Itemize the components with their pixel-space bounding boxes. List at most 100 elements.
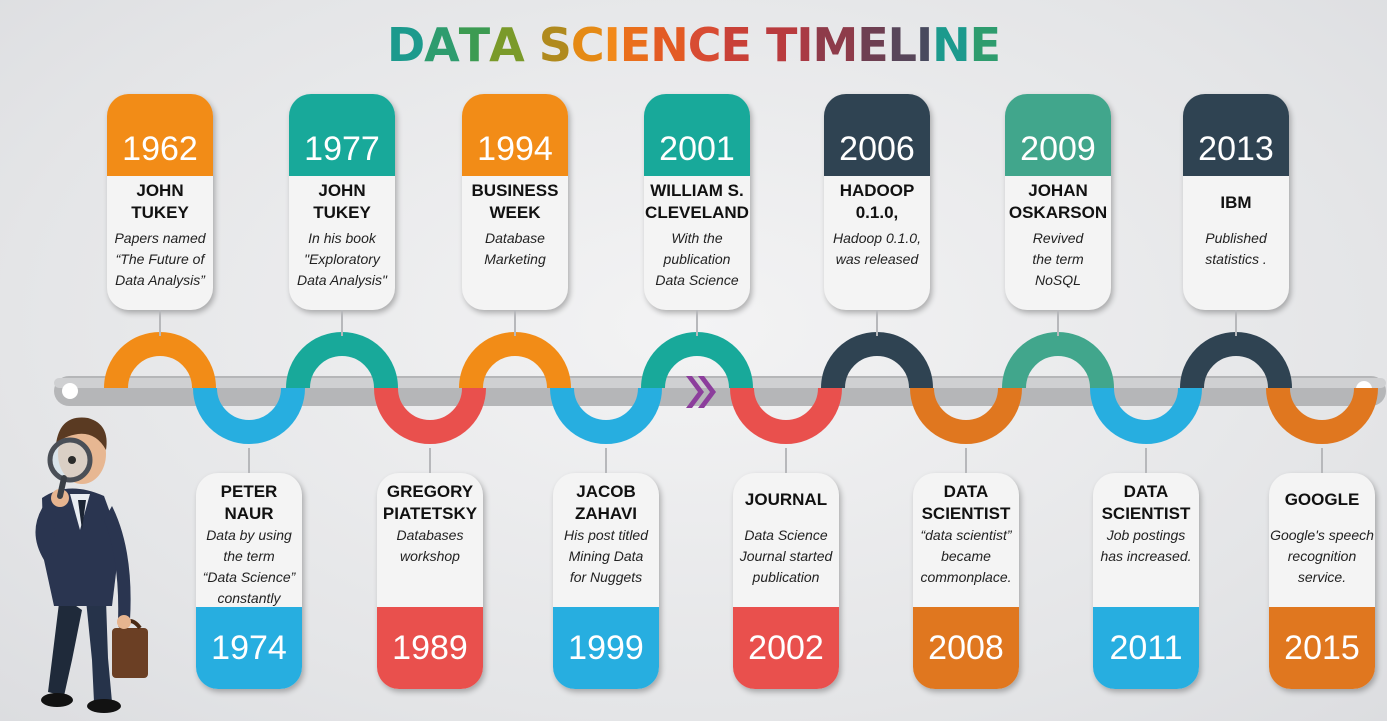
event-description-line: the term [1032, 251, 1084, 267]
timeline-arc-bottom [193, 387, 305, 444]
event-description-line: for Nuggets [569, 569, 643, 585]
event-heading: JOHAN OSKARSON [1005, 180, 1111, 224]
event-description-line: Data by using [206, 527, 292, 543]
event-heading-line: SCIENTIST [1101, 504, 1191, 523]
event-year: 2011 [1093, 607, 1199, 689]
event-description: Data Science Journal started publication [733, 525, 839, 588]
timeline-arc-top [821, 332, 933, 389]
event-heading-line: DATA [943, 482, 989, 501]
event-year: 1974 [196, 607, 302, 689]
event-heading: WILLIAM S. CLEVELAND [644, 180, 750, 224]
event-card: 1999 JACOB ZAHAVI His post titled Mining Dat… [553, 473, 659, 689]
event-description: Google's speech recognition service. [1269, 525, 1375, 588]
timeline-arc-top [459, 332, 571, 389]
event-heading-line: GOOGLE [1284, 490, 1360, 509]
event-description-line: Published [1205, 230, 1267, 246]
event-connector [1321, 448, 1323, 473]
event-card: 1977 JOHN TUKEY In his book "Exploratory Data… [289, 94, 395, 310]
timeline-arc-bottom [374, 387, 486, 444]
event-description-line: "Exploratory [304, 251, 380, 267]
event-heading: JOHN TUKEY [107, 180, 213, 224]
event-description: “data scientist” became commonplace. [913, 525, 1019, 588]
event-description-line: Hadoop 0.1.0, [833, 230, 921, 246]
event-heading-line: TUKEY [131, 203, 189, 222]
event-description-line: With the [671, 230, 723, 246]
event-description-line: His post titled [563, 527, 649, 543]
event-card: 1974 PETER NAUR Data by using the term “Data … [196, 473, 302, 689]
event-heading: PETER NAUR [196, 481, 302, 525]
event-connector [514, 310, 516, 336]
event-description-line: was released [835, 251, 919, 267]
event-card: 2006 HADOOP 0.1.0, Hadoop 0.1.0, was release… [824, 94, 930, 310]
event-description: Published statistics . [1183, 228, 1289, 270]
event-year: 1999 [553, 607, 659, 689]
event-heading-line: JOHAN [1028, 181, 1088, 200]
event-description: Job postings has increased. [1093, 525, 1199, 567]
event-description-line: Papers named [114, 230, 206, 246]
event-heading-line: PETER [220, 482, 278, 501]
event-connector [248, 448, 250, 473]
event-description: Hadoop 0.1.0, was released [824, 228, 930, 270]
event-heading-line: OSKARSON [1008, 203, 1108, 222]
businessman-with-magnifier-illustration [8, 410, 158, 720]
event-connector [341, 310, 343, 336]
event-year: 2001 [644, 94, 750, 176]
event-heading-line: ZAHAVI [574, 504, 637, 523]
title-word: TIMELINE [765, 18, 1001, 72]
event-card: 2009 JOHAN OSKARSON Revived the term NoSQL [1005, 94, 1111, 310]
event-description-line: became [941, 548, 991, 564]
arrow-chevron-icon [686, 376, 704, 408]
timeline-arc-top [104, 332, 216, 389]
event-heading: JOHN TUKEY [289, 180, 395, 224]
event-heading: IBM [1183, 192, 1289, 214]
event-heading-line: DATA [1123, 482, 1169, 501]
event-year: 1989 [377, 607, 483, 689]
event-description-line: statistics . [1205, 251, 1267, 267]
event-connector [696, 310, 698, 336]
event-heading-line: HADOOP [839, 181, 915, 200]
timeline-start-dot [62, 383, 78, 399]
event-year: 2008 [913, 607, 1019, 689]
event-connector [1057, 310, 1059, 336]
event-card: 2013 IBM Published statistics . [1183, 94, 1289, 310]
event-heading-line: TUKEY [313, 203, 371, 222]
event-description-line: Mining Data [568, 548, 644, 564]
event-heading-line: WILLIAM S. [650, 181, 744, 200]
timeline-arc-bottom [1266, 387, 1378, 444]
event-year: 2015 [1269, 607, 1375, 689]
event-description-line: publication [752, 569, 820, 585]
timeline-arc-top [641, 332, 753, 389]
event-heading: JACOB ZAHAVI [553, 481, 659, 525]
event-description-line: commonplace. [920, 569, 1012, 585]
event-description-line: “The Future of [115, 251, 205, 267]
event-heading-line: GREGORY [386, 482, 474, 501]
timeline-arc-top [1180, 332, 1292, 389]
event-description: Papers named “The Future of Data Analysis” [107, 228, 213, 291]
event-description-line: Marketing [484, 251, 546, 267]
title-word: SCIENCE [538, 18, 752, 72]
event-description-line: Revived [1032, 230, 1084, 246]
event-description-line: service. [1297, 569, 1347, 585]
event-description-line: Data Analysis" [296, 272, 388, 288]
event-connector [785, 448, 787, 473]
event-connector [876, 310, 878, 336]
event-description-line: NoSQL [1035, 272, 1081, 288]
event-card: 1962 JOHN TUKEY Papers named “The Future of D… [107, 94, 213, 310]
event-heading-line: JOHN [136, 181, 184, 200]
event-description-line: In his book [308, 230, 376, 246]
event-year: 2009 [1005, 94, 1111, 176]
event-connector [159, 310, 161, 336]
event-year: 2002 [733, 607, 839, 689]
event-description-line: recognition [1287, 548, 1357, 564]
event-year: 1962 [107, 94, 213, 176]
event-heading: JOURNAL [733, 489, 839, 511]
event-heading-line: BUSINESS [471, 181, 559, 200]
event-card: 1989 GREGORY PIATETSKY Databases workshop [377, 473, 483, 689]
timeline-arc-bottom [550, 387, 662, 444]
event-connector [965, 448, 967, 473]
event-description-line: Journal started [739, 548, 833, 564]
event-heading: HADOOP 0.1.0, [824, 180, 930, 224]
event-description-line: Databases [396, 527, 464, 543]
event-heading-line: PIATETSKY [382, 504, 478, 523]
